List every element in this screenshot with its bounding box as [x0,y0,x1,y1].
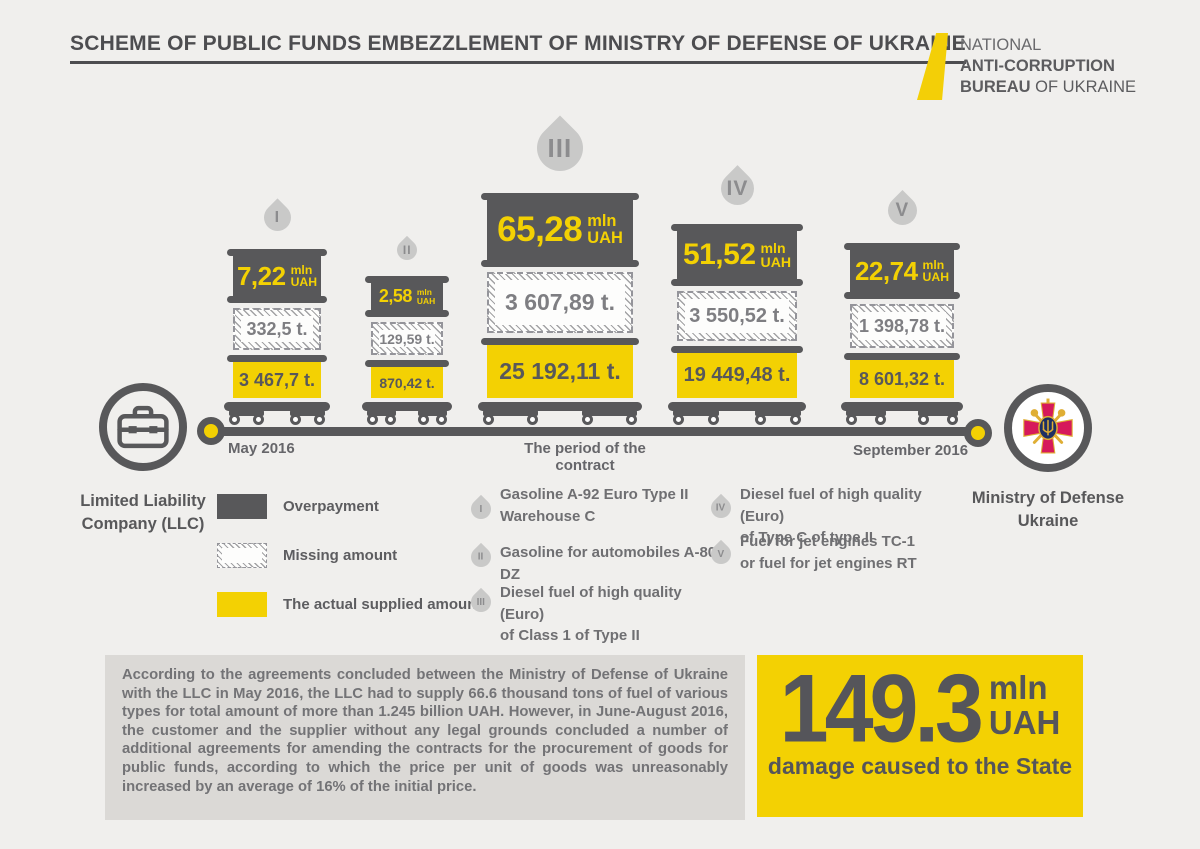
overpayment-box: 65,28 mln UAH [487,200,633,260]
llc-label: Limited Liability Company (LLC) [80,492,206,533]
damage-caption: damage caused to the State [767,753,1073,780]
ministry-of-defense-emblem-icon [1023,398,1073,454]
fuel-droplet-icon-1: I [466,494,496,524]
tank-car-2: II 2,58 mln UAH 129,59 t. 870,42 t. [362,235,452,425]
timeline-middle-label: The period of the contract [524,440,646,474]
legend-swatch-actual [217,592,267,617]
legend-label-missing: Missing amount [283,547,398,564]
droplet-icon: IV [713,164,761,212]
legend-swatch-overpayment [217,494,267,519]
damage-amount: 149.3 [779,655,984,763]
legend-swatch-missing [217,543,267,568]
mod-label: Ministry of Defense Ukraine [971,489,1125,530]
droplet-icon: III [527,114,593,181]
damage-total-box: 149.3 mln UAH damage caused to the State [757,655,1083,817]
actual-box: 19 449,48 t. [677,353,797,398]
tank-car-4: IV 51,52 mln UAH 3 550,52 t. 19 449,48 t. [668,164,806,425]
wagon-chassis [224,402,330,411]
missing-box: 129,59 t. [371,322,443,355]
tank-car-1: I 7,22 mln UAH 332,5 t. 3 467,7 t. [224,198,330,425]
fuel-label-3: Diesel fuel of high quality (Euro) of Cla… [500,584,682,644]
fuel-label-4: Diesel fuel of high quality (Euro) of Typ… [740,486,922,546]
actual-box: 870,42 t. [371,367,443,398]
tank-car-5: V 22,74 mln UAH 1 398,78 t. 8 601,32 t. [841,189,963,425]
overpayment-box: 51,52 mln UAH [677,231,797,279]
droplet-icon: V [881,189,923,231]
logo-line3: BUREAU OF UKRAINE [960,78,1137,96]
tank-car-3: III 65,28 mln UAH 3 607,89 t. 25 192,11 t… [478,113,642,425]
fuel-droplet-icon-2: II [466,542,496,572]
actual-box: 3 467,7 t. [233,362,321,398]
overpayment-box: 22,74 mln UAH [850,250,954,292]
timeline-start-label: May 2016 [228,440,295,457]
missing-box: 3 607,89 t. [487,272,633,333]
page-title: SCHEME OF PUBLIC FUNDS EMBEZZLEMENT OF M… [70,32,966,64]
overpayment-box: 2,58 mln UAH [371,283,443,310]
timeline-end-dot [964,419,992,447]
summary-paragraph: According to the agreements concluded be… [105,655,745,820]
fuel-label-2: Gasoline for automobiles A-80-DZ [500,544,722,583]
wagon-wheels [229,410,325,425]
damage-unit: mln UAH [988,669,1061,741]
overpayment-box: 7,22 mln UAH [233,256,321,296]
fuel-label-1: Gasoline A-92 Euro Type II Warehouse C [500,486,689,525]
nabu-logo: NATIONAL ANTI-CORRUPTION BUREAU OF UKRAI… [915,33,1136,100]
briefcase-icon [117,405,169,449]
cap-bar [227,249,327,256]
nabu-logo-text: NATIONAL ANTI-CORRUPTION BUREAU OF UKRAI… [960,33,1136,100]
cap-bar [227,296,327,303]
fuel-label-5: Fuel for jet engines TC-1 or fuel for jet… [740,533,917,572]
legend-label-overpayment: Overpayment [283,498,379,515]
logo-line2: ANTI-CORRUPTION [960,57,1115,75]
cap-bar [227,355,327,362]
actual-box: 8 601,32 t. [850,360,954,398]
timeline-start-dot [197,417,225,445]
logo-line1: NATIONAL [960,36,1042,54]
nabu-sail-icon [916,33,948,100]
missing-box: 3 550,52 t. [677,291,797,341]
missing-box: 1 398,78 t. [850,304,954,348]
actual-box: 25 192,11 t. [487,345,633,398]
missing-box: 332,5 t. [233,308,321,350]
mod-circle [1004,384,1092,472]
legend-label-actual: The actual supplied amount [283,596,482,613]
droplet-icon: II [392,235,422,265]
timeline-end-label: September 2016 [853,442,969,459]
llc-circle [99,383,187,471]
timeline-track [210,427,980,436]
droplet-icon: I [257,198,297,237]
